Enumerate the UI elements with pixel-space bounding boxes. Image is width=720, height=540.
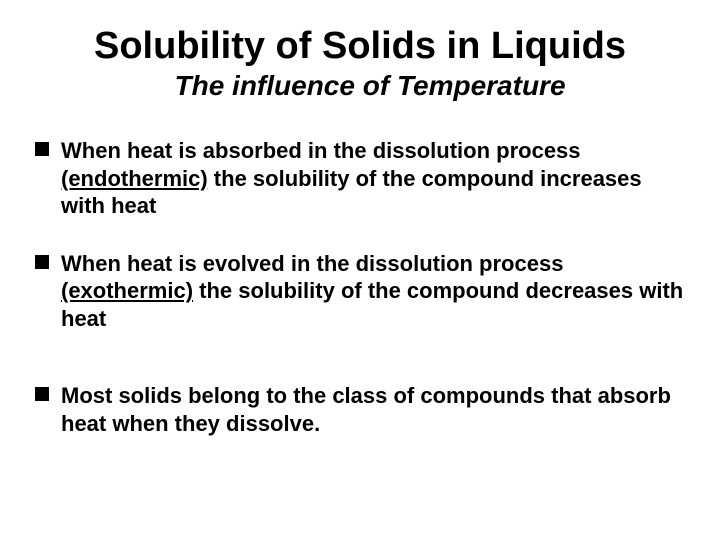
- bullet-item: Most solids belong to the class of compo…: [30, 382, 690, 437]
- bullet-item: When heat is absorbed in the dissolution…: [30, 137, 690, 220]
- bullet-item: When heat is evolved in the dissolution …: [30, 250, 690, 333]
- bullet-text: When heat is absorbed in the dissolution…: [61, 137, 690, 220]
- bullet-pre-text: Most solids belong to the class of compo…: [61, 383, 671, 436]
- slide-subtitle: The influence of Temperature: [30, 70, 690, 102]
- bullet-underlined-text: (exothermic): [61, 278, 193, 303]
- bullet-pre-text: When heat is evolved in the dissolution …: [61, 251, 563, 276]
- square-bullet-icon: [35, 142, 49, 156]
- square-bullet-icon: [35, 387, 49, 401]
- bullet-text: Most solids belong to the class of compo…: [61, 382, 690, 437]
- square-bullet-icon: [35, 255, 49, 269]
- bullet-pre-text: When heat is absorbed in the dissolution…: [61, 138, 581, 163]
- bullet-text: When heat is evolved in the dissolution …: [61, 250, 690, 333]
- bullet-underlined-text: (endothermic): [61, 166, 208, 191]
- slide-title: Solubility of Solids in Liquids: [30, 25, 690, 68]
